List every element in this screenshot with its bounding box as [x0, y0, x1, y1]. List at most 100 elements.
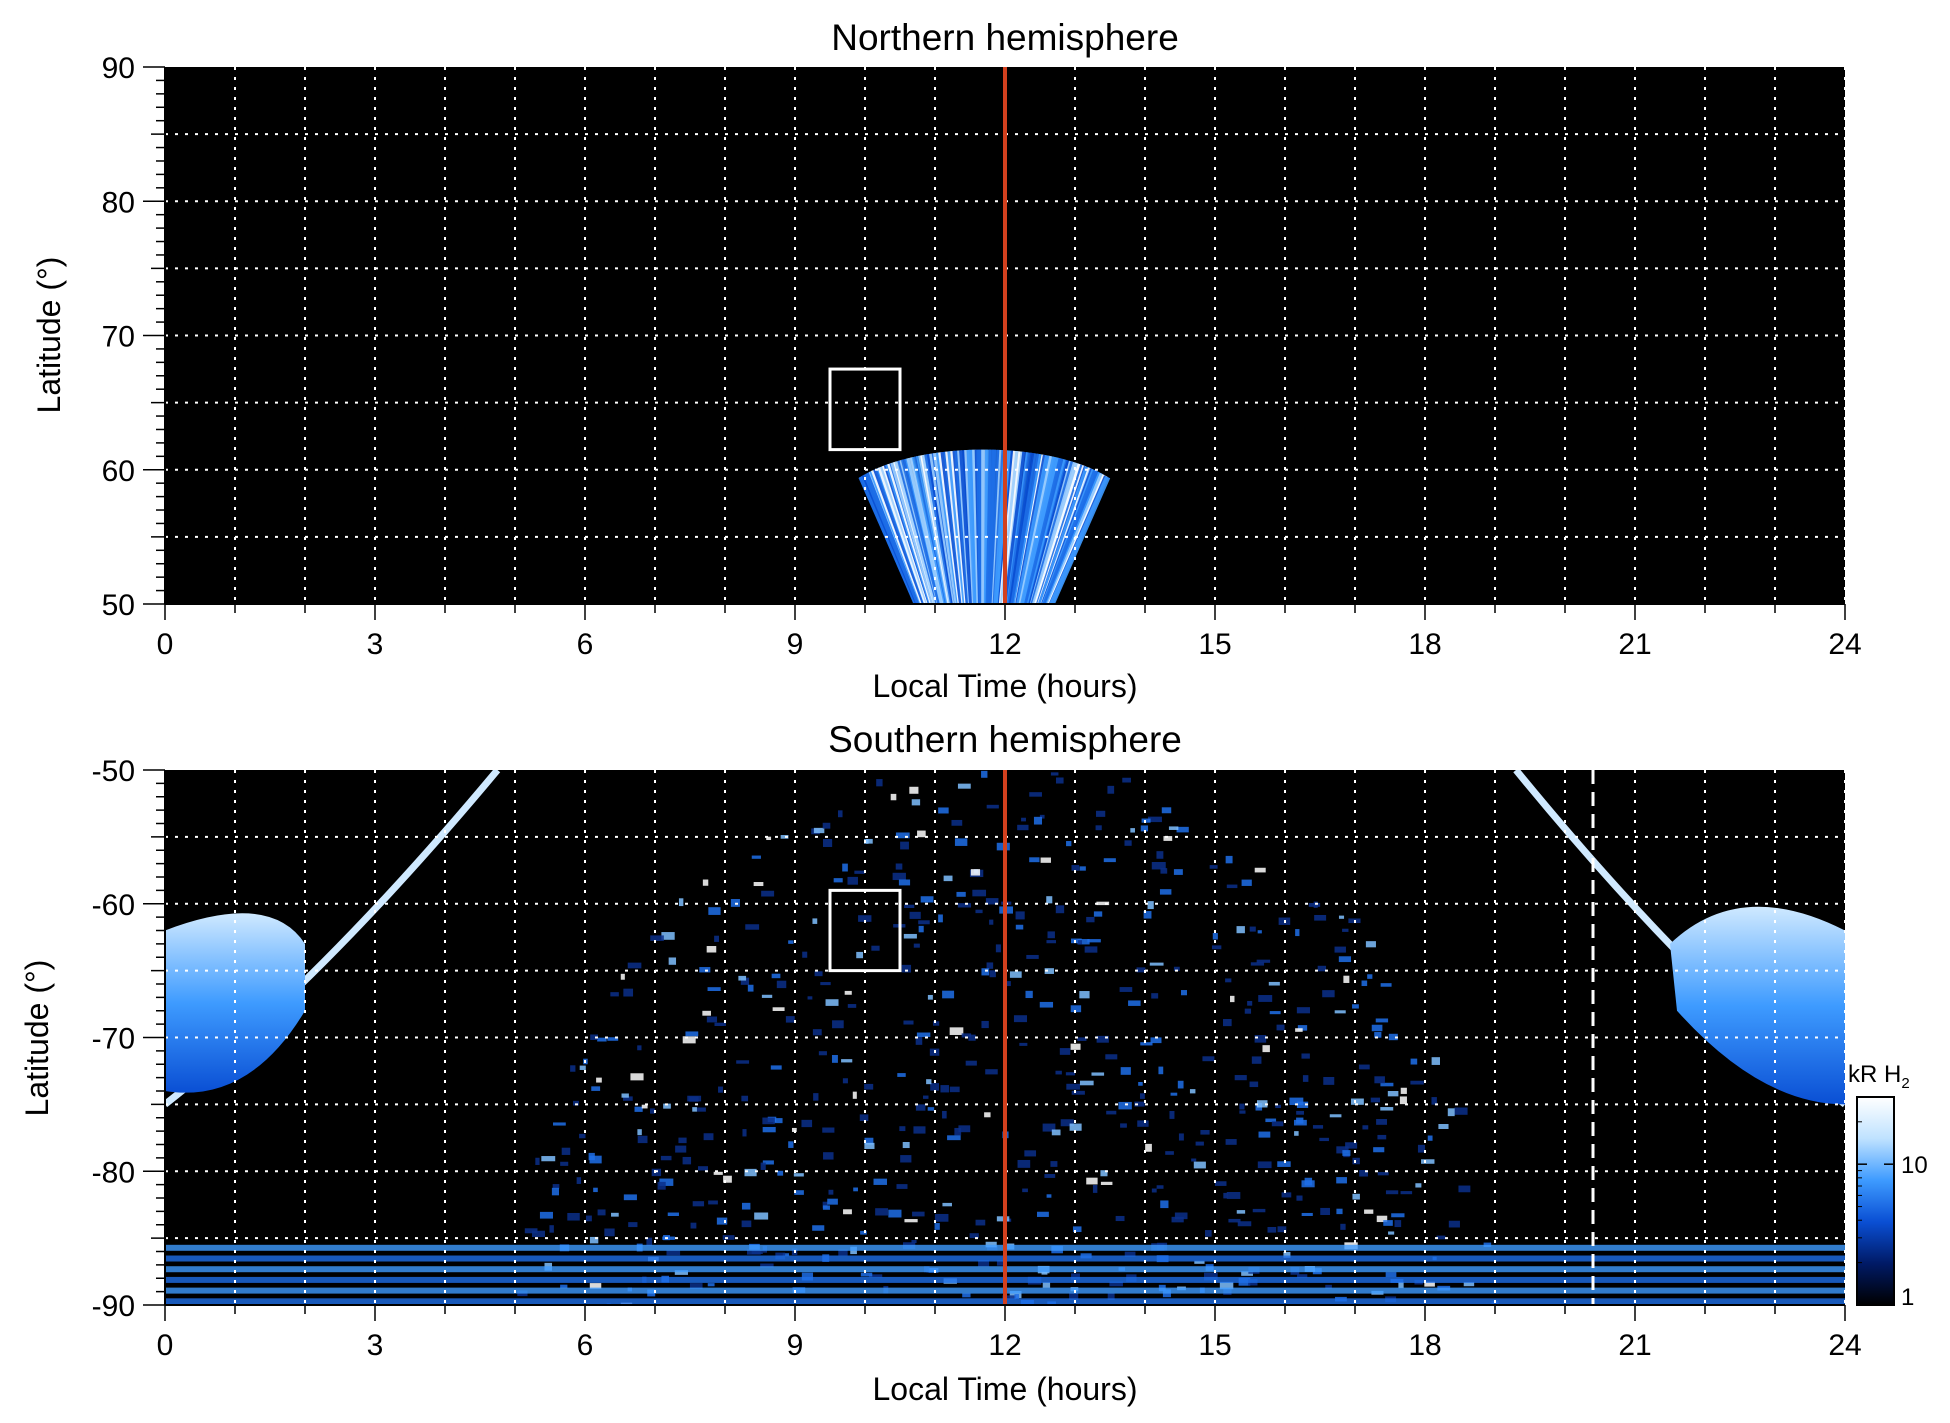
emission-speck: [1069, 1292, 1079, 1301]
emission-speck: [900, 1155, 912, 1163]
emission-speck: [995, 944, 1001, 953]
emission-speck: [1033, 816, 1043, 825]
emission-speck: [659, 1178, 674, 1186]
emission-speck: [897, 1073, 906, 1077]
emission-speck: [1329, 1114, 1342, 1118]
emission-speck: [1294, 1131, 1299, 1136]
emission-speck: [854, 870, 865, 874]
emission-speck: [650, 935, 664, 941]
emission-speck: [869, 1274, 883, 1278]
emission-speck: [597, 1037, 607, 1042]
emission-speck: [1301, 1180, 1315, 1188]
emission-speck: [813, 827, 825, 834]
emission-speck: [560, 1161, 569, 1166]
emission-speck: [822, 1201, 828, 1209]
emission-speck: [1301, 1212, 1313, 1217]
emission-speck: [892, 872, 906, 881]
emission-speck: [1234, 1075, 1247, 1081]
emission-speck: [1385, 1190, 1399, 1195]
emission-speck: [873, 1178, 888, 1185]
emission-speck: [927, 1107, 935, 1111]
emission-speck: [651, 1168, 662, 1177]
emission-speck: [1296, 1195, 1303, 1201]
emission-speck: [1223, 1019, 1232, 1027]
emission-speck: [1036, 1211, 1049, 1217]
emission-speck: [682, 1036, 696, 1044]
emission-speck: [771, 973, 781, 979]
emission-speck: [904, 1219, 918, 1223]
emission-speck: [610, 992, 619, 997]
emission-speck: [871, 945, 880, 951]
emission-speck: [1046, 940, 1057, 944]
emission-speck: [1149, 962, 1164, 966]
emission-speck: [864, 1083, 874, 1090]
emission-speck: [1145, 1143, 1152, 1152]
emission-speck: [823, 1152, 834, 1160]
emission-speck: [866, 838, 873, 844]
emission-speck: [682, 1156, 692, 1165]
emission-speck: [1137, 1120, 1149, 1127]
emission-speck: [1029, 857, 1040, 863]
emission-speck: [841, 1059, 853, 1063]
emission-speck: [1388, 1033, 1398, 1041]
emission-speck: [596, 1077, 602, 1083]
emission-speck: [723, 1175, 732, 1183]
emission-speck: [782, 1253, 790, 1257]
emission-speck: [604, 1228, 615, 1237]
emission-speck: [812, 918, 818, 924]
emission-speck: [942, 990, 955, 999]
emission-speck: [986, 804, 999, 809]
emission-speck: [934, 1223, 940, 1230]
emission-speck: [1141, 818, 1151, 823]
emission-speck: [951, 819, 963, 826]
emission-speck: [1239, 1103, 1245, 1110]
emission-speck: [1283, 1251, 1291, 1258]
emission-speck: [1091, 1072, 1105, 1076]
emission-speck: [1181, 990, 1188, 996]
emission-speck: [1044, 1174, 1056, 1178]
emission-speck: [962, 1293, 971, 1298]
emission-speck: [838, 1249, 848, 1256]
emission-speck: [1050, 772, 1059, 776]
emission-speck: [570, 1065, 576, 1072]
emission-speck: [1096, 1035, 1109, 1043]
emission-speck: [1136, 967, 1146, 973]
emission-speck: [634, 1106, 643, 1112]
emission-speck: [549, 1225, 554, 1233]
emission-speck: [985, 1069, 998, 1075]
emission-speck: [1398, 1281, 1404, 1289]
y-axis-label: Latitude (°): [31, 257, 67, 414]
emission-speck: [911, 799, 921, 806]
emission-speck: [1361, 980, 1368, 987]
emission-speck: [780, 835, 789, 839]
emission-speck: [927, 994, 933, 1000]
emission-speck: [1421, 1159, 1435, 1164]
emission-speck: [751, 855, 761, 859]
emission-speck: [847, 1004, 857, 1008]
emission-speck: [1289, 1097, 1304, 1106]
emission-speck: [1225, 1139, 1237, 1145]
emission-speck: [833, 878, 843, 883]
emission-speck: [1046, 896, 1053, 904]
x-tick-label: 18: [1408, 628, 1441, 661]
emission-speck: [772, 1007, 785, 1011]
emission-speck: [1256, 1100, 1268, 1108]
emission-speck: [890, 793, 897, 801]
emission-speck: [1415, 1183, 1422, 1188]
emission-speck: [1256, 959, 1271, 963]
emission-speck: [1400, 1191, 1413, 1195]
emission-speck: [1262, 1045, 1270, 1053]
emission-speck: [794, 1190, 804, 1195]
emission-speck: [902, 1141, 910, 1149]
emission-speck: [1458, 1185, 1471, 1193]
emission-speck: [1042, 1123, 1056, 1132]
emission-speck: [1077, 939, 1090, 945]
emission-speck: [986, 962, 994, 969]
y-tick-label: 60: [102, 455, 135, 488]
emission-speck: [860, 1230, 867, 1235]
emission-speck: [920, 896, 934, 903]
emission-speck: [708, 907, 721, 915]
emission-speck: [843, 1209, 852, 1215]
emission-speck: [1046, 1194, 1052, 1198]
emission-speck: [623, 1096, 633, 1101]
